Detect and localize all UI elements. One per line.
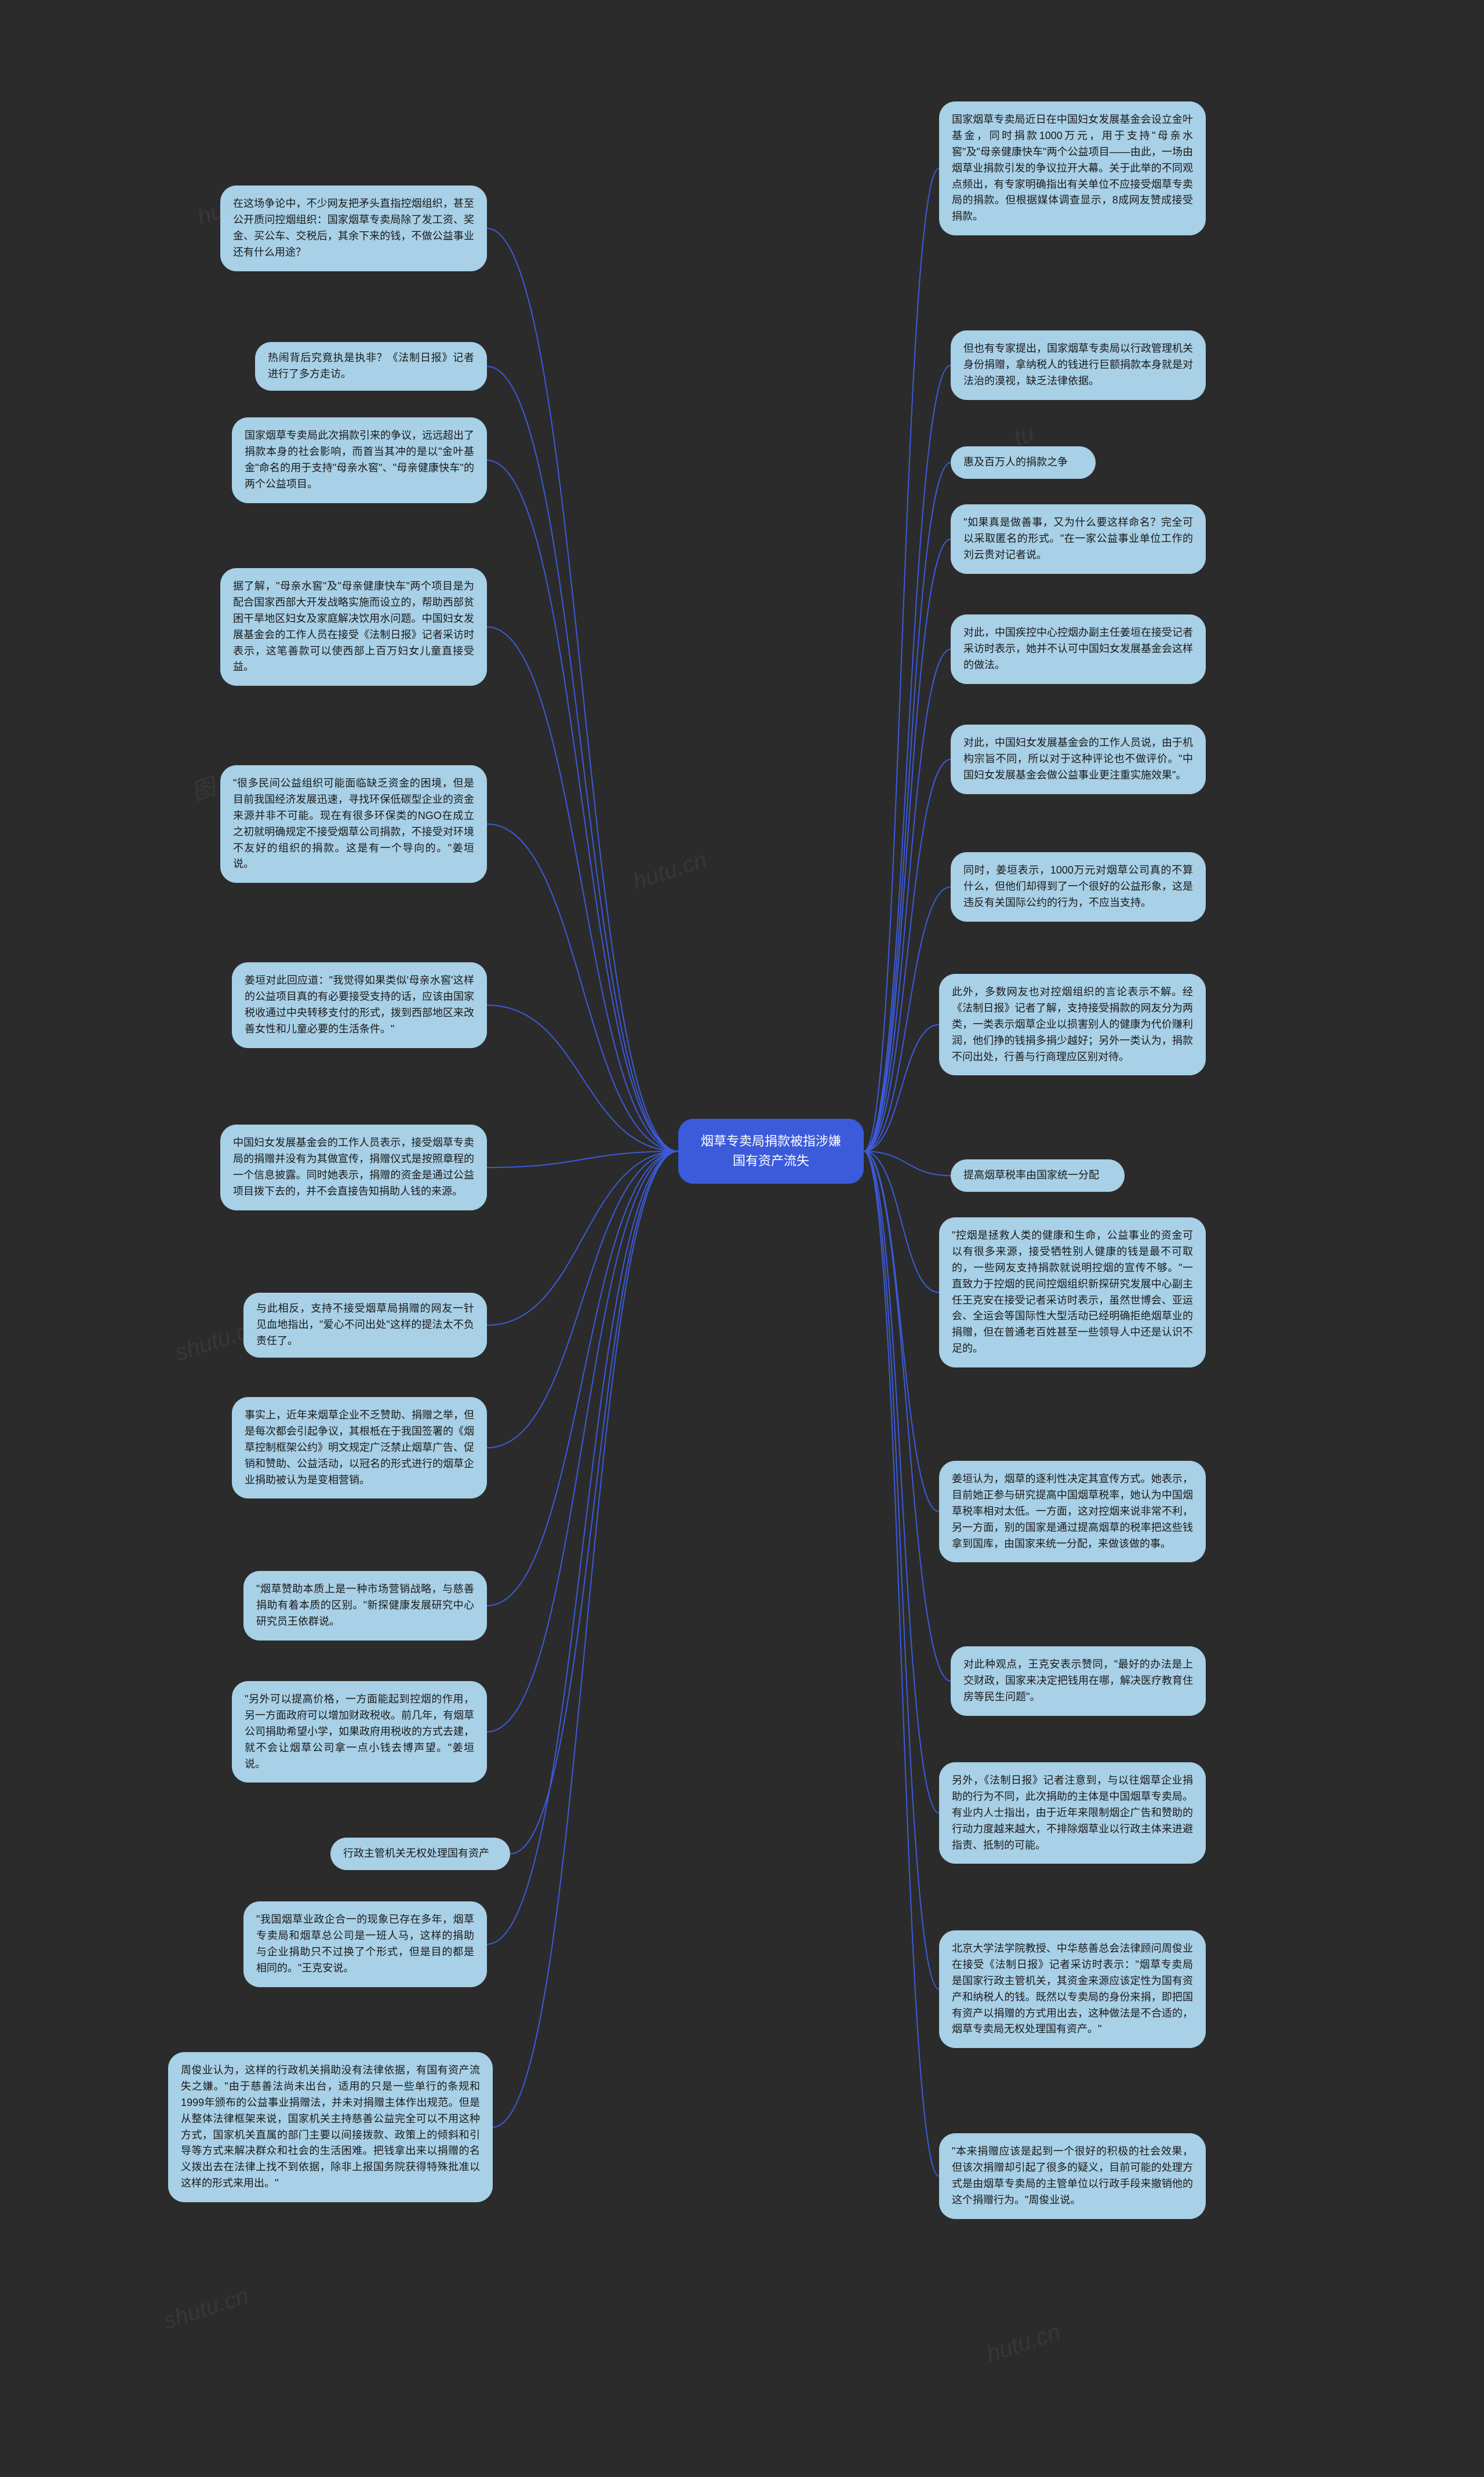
- topic-node: 同时，姜垣表示，1000万元对烟草公司真的不算什么，但他们却得到了一个很好的公益…: [951, 852, 1206, 922]
- mindmap-canvas: 烟草专卖局捐款被指涉嫌国有资产流失 在这场争论中，不少网友把矛头直指控烟组织，甚至…: [0, 0, 1484, 2477]
- topic-node: 热闹背后究竟执是执非？《法制日报》记者进行了多方走访。: [255, 342, 487, 391]
- topic-node: "我国烟草业政企合一的现象已存在多年，烟草专卖局和烟草总公司是一班人马，这样的捐…: [243, 1901, 487, 1987]
- topic-node: 姜垣认为，烟草的逐利性决定其宣传方式。她表示，目前她正参与研究提高中国烟草税率，…: [939, 1461, 1206, 1562]
- topic-node: 对此，中国妇女发展基金会的工作人员说，由于机构宗旨不同，所以对于这种评论也不做评…: [951, 725, 1206, 794]
- center-node: 烟草专卖局捐款被指涉嫌国有资产流失: [678, 1119, 864, 1184]
- topic-node: "很多民间公益组织可能面临缺乏资金的困境，但是目前我国经济发展迅速，寻找环保低碳…: [220, 765, 487, 883]
- topic-node: "烟草赞助本质上是一种市场营销战略，与慈善捐助有着本质的区别。"新探健康发展研究…: [243, 1571, 487, 1641]
- topic-node: 据了解，"母亲水窖"及"母亲健康快车"两个项目是为配合国家西部大开发战略实施而设…: [220, 568, 487, 686]
- topic-node: 对此种观点，王克安表示赞同，"最好的办法是上交财政，国家来决定把钱用在哪，解决医…: [951, 1646, 1206, 1716]
- topic-node: 惠及百万人的捐款之争: [951, 446, 1096, 479]
- topic-node: 提高烟草税率由国家统一分配: [951, 1159, 1125, 1192]
- topic-node: 中国妇女发展基金会的工作人员表示，接受烟草专卖局的捐赠并没有为其做宣传，捐赠仪式…: [220, 1125, 487, 1210]
- topic-node: 国家烟草专卖局此次捐款引来的争议，远远超出了捐款本身的社会影响，而首当其冲的是以…: [232, 417, 487, 503]
- watermark: 图: [187, 768, 219, 808]
- topic-node: 周俊业认为，这样的行政机关捐助没有法律依据，有国有资产流失之嫌。"由于慈善法尚未…: [168, 2052, 493, 2202]
- watermark: hutu.cn: [983, 2319, 1064, 2367]
- topic-node: 对此，中国疾控中心控烟办副主任姜垣在接受记者采访时表示，她并不认可中国妇女发展基…: [951, 614, 1206, 684]
- topic-node: "另外可以提高价格，一方面能起到控烟的作用，另一方面政府可以增加财政税收。前几年…: [232, 1681, 487, 1783]
- topic-node: 与此相反，支持不接受烟草局捐赠的网友一针见血地指出，"爱心不问出处"这样的提法太…: [243, 1293, 487, 1358]
- topic-node: 在这场争论中，不少网友把矛头直指控烟组织，甚至公开质问控烟组织：国家烟草专卖局除…: [220, 185, 487, 271]
- topic-node: "控烟是拯救人类的健康和生命，公益事业的资金可以有很多来源，接受牺牲别人健康的钱…: [939, 1217, 1206, 1367]
- topic-node: 但也有专家提出，国家烟草专卖局以行政管理机关身份捐赠，拿纳税人的钱进行巨额捐款本…: [951, 330, 1206, 400]
- topic-node: "如果真是做善事，又为什么要这样命名？完全可以采取匿名的形式。"在一家公益事业单…: [951, 504, 1206, 574]
- topic-node: 此外，多数网友也对控烟组织的言论表示不解。经《法制日报》记者了解，支持接受捐款的…: [939, 974, 1206, 1075]
- topic-node: 姜垣对此回应道："我觉得如果类似'母亲水窖'这样的公益项目真的有必要接受支持的话…: [232, 962, 487, 1048]
- watermark: shutu.cn: [161, 2283, 252, 2335]
- topic-node: "本来捐赠应该是起到一个很好的积极的社会效果，但该次捐赠却引起了很多的疑义，目前…: [939, 2133, 1206, 2219]
- topic-node: 行政主管机关无权处理国有资产: [330, 1838, 510, 1870]
- watermark: hutu.cn: [630, 847, 710, 895]
- topic-node: 国家烟草专卖局近日在中国妇女发展基金会设立金叶基金，同时捐款1000万元，用于支…: [939, 101, 1206, 235]
- topic-node: 另外，《法制日报》记者注意到，与以往烟草企业捐助的行为不同，此次捐助的主体是中国…: [939, 1762, 1206, 1864]
- topic-node: 北京大学法学院教授、中华慈善总会法律顾问周俊业在接受《法制日报》记者采访时表示：…: [939, 1930, 1206, 2048]
- topic-node: 事实上，近年来烟草企业不乏赞助、捐赠之举，但是每次都会引起争议，其根柢在于我国签…: [232, 1397, 487, 1498]
